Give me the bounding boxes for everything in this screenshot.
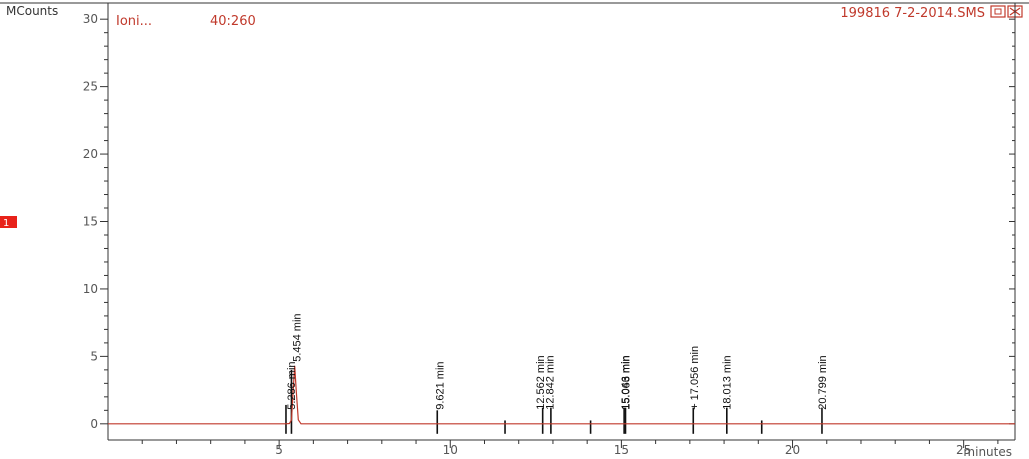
y-tick-label: 5 bbox=[90, 349, 98, 363]
peak-label: 12.842 min bbox=[545, 355, 557, 409]
y-tick-label: 0 bbox=[90, 417, 98, 431]
baseline-markers bbox=[285, 369, 823, 434]
peak-label: 15.063 min bbox=[621, 355, 633, 409]
peak-label: 15.046 min bbox=[620, 355, 632, 409]
peak-label-group: 5.454 min bbox=[292, 313, 304, 361]
peak-label-group: 15.063 min bbox=[621, 355, 633, 409]
trace-marker-label: 1 bbox=[3, 218, 9, 229]
y-tick-label: 20 bbox=[83, 147, 98, 161]
peak-label-group: 12.562 min bbox=[535, 355, 547, 409]
peak-label-group: 15.046 min bbox=[620, 355, 632, 409]
peak-label-group: 18.013 min bbox=[722, 355, 734, 409]
peak-label: + 17.056 min bbox=[689, 346, 701, 410]
x-tick-label: 5 bbox=[275, 443, 283, 457]
trace-name: Ioni... bbox=[116, 14, 152, 29]
restore-icon[interactable] bbox=[990, 5, 1006, 18]
y-axis-unit-label: MCounts bbox=[6, 4, 58, 18]
y-tick-label: 10 bbox=[83, 282, 98, 296]
x-tick-label: 10 bbox=[443, 443, 458, 457]
peak-label: 18.013 min bbox=[722, 355, 734, 409]
peak-label: 5.286 min bbox=[286, 361, 298, 409]
trace-marker-badge[interactable]: 1 bbox=[0, 216, 17, 229]
y-tick-label: 30 bbox=[83, 12, 98, 26]
chromatogram-trace bbox=[108, 365, 1015, 425]
peak-label: 9.621 min bbox=[434, 361, 446, 409]
trace-range: 40:260 bbox=[210, 14, 256, 29]
peak-label-group: 9.621 min bbox=[434, 361, 446, 409]
trace-line bbox=[108, 365, 1015, 425]
peak-label: 12.562 min bbox=[535, 355, 547, 409]
x-tick-label: 25 bbox=[956, 443, 971, 457]
peak-label-group: 20.799 min bbox=[817, 355, 829, 409]
peak-label: 20.799 min bbox=[817, 355, 829, 409]
file-name: 199816 7-2-2014.SMS bbox=[840, 6, 985, 21]
x-tick-label: 15 bbox=[614, 443, 629, 457]
x-axis-title: minutes bbox=[963, 445, 1012, 459]
y-tick-label: 25 bbox=[83, 80, 98, 94]
peak-label-group: + 17.056 min bbox=[689, 346, 701, 410]
peak-label-group: 5.286 min bbox=[286, 361, 298, 409]
peak-label-group: 12.842 min bbox=[545, 355, 557, 409]
y-tick-label: 15 bbox=[83, 215, 98, 229]
peak-label: 5.454 min bbox=[292, 313, 304, 361]
x-tick-label: 20 bbox=[785, 443, 800, 457]
x-axis-ticks: 5 10 15 20 25 bbox=[141, 440, 999, 457]
